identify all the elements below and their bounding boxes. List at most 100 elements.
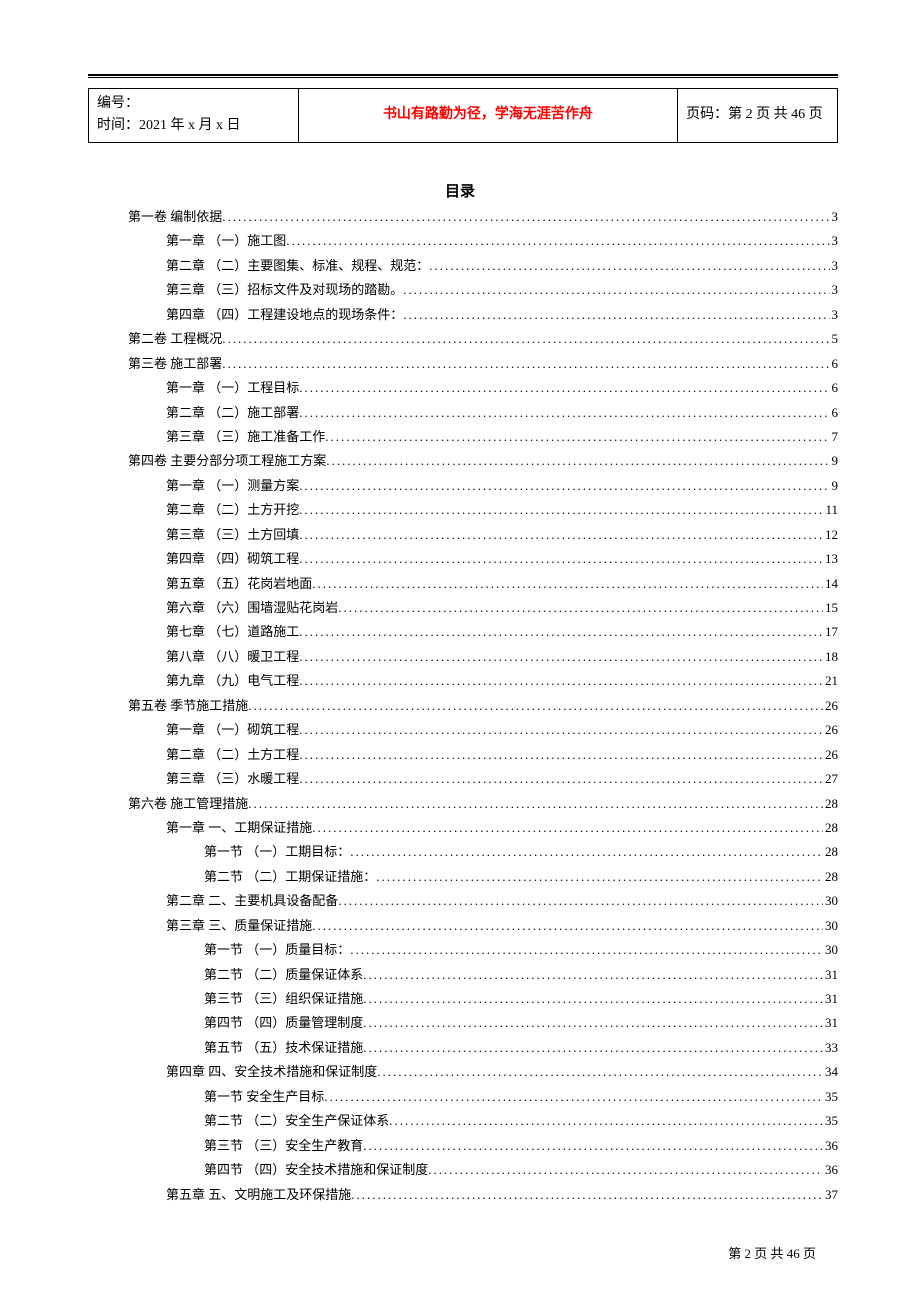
toc-leader-dots xyxy=(299,523,823,547)
toc-leader-dots xyxy=(377,1060,823,1084)
toc-row: 第四章 （四）砌筑工程13 xyxy=(128,547,838,571)
header-left-cell: 编号： 时间：2021 年 x 月 x 日 xyxy=(89,89,299,143)
toc-leader-dots xyxy=(299,669,823,693)
toc-row: 第九章 （九）电气工程21 xyxy=(128,669,838,693)
toc-entry-label: 第五卷 季节施工措施 xyxy=(128,694,248,718)
toc-row: 第三卷 施工部署6 xyxy=(128,352,838,376)
toc-entry-label: 第四章 四、安全技术措施和保证制度 xyxy=(166,1060,377,1084)
toc-entry-page: 30 xyxy=(823,938,838,962)
toc-entry-label: 第四卷 主要分部分项工程施工方案 xyxy=(128,449,326,473)
toc-leader-dots xyxy=(312,816,823,840)
toc-entry-page: 28 xyxy=(823,840,838,864)
toc-row: 第六卷 施工管理措施28 xyxy=(128,792,838,816)
toc-leader-dots xyxy=(350,938,823,962)
toc-entry-label: 第五章 五、文明施工及环保措施 xyxy=(166,1183,351,1207)
toc-row: 第三节 （三）组织保证措施31 xyxy=(128,987,838,1011)
toc-entry-page: 18 xyxy=(823,645,838,669)
toc-row: 第二章 （二）施工部署6 xyxy=(128,401,838,425)
toc-entry-label: 第二章 （二）主要图集、标准、规程、规范： xyxy=(166,254,429,278)
toc-row: 第二节 （二）安全生产保证体系35 xyxy=(128,1109,838,1133)
toc-row: 第二节 （二）工期保证措施： 28 xyxy=(128,865,838,889)
toc-entry-label: 第三卷 施工部署 xyxy=(128,352,222,376)
toc-row: 第二章 （二）土方工程26 xyxy=(128,743,838,767)
toc-entry-page: 35 xyxy=(823,1109,838,1133)
toc-entry-label: 第一章 （一）测量方案 xyxy=(166,474,299,498)
toc-entry-page: 5 xyxy=(830,327,839,351)
toc-row: 第六章 （六）围墙湿贴花岗岩15 xyxy=(128,596,838,620)
toc-leader-dots xyxy=(248,792,823,816)
toc-entry-page: 3 xyxy=(830,278,839,302)
toc-entry-page: 27 xyxy=(823,767,838,791)
toc-leader-dots xyxy=(403,303,829,327)
toc-entry-label: 第三节 （三）安全生产教育 xyxy=(204,1134,363,1158)
toc-leader-dots xyxy=(312,572,823,596)
toc-entry-page: 26 xyxy=(823,694,838,718)
toc-row: 第二节 （二）质量保证体系31 xyxy=(128,963,838,987)
toc-leader-dots xyxy=(299,401,829,425)
toc-row: 第一章 （一）施工图 3 xyxy=(128,229,838,253)
toc-row: 第二章 （二）主要图集、标准、规程、规范： 3 xyxy=(128,254,838,278)
toc-entry-label: 第五节 （五）技术保证措施 xyxy=(204,1036,363,1060)
toc-row: 第一节 （一）质量目标： 30 xyxy=(128,938,838,962)
toc-leader-dots xyxy=(248,694,823,718)
toc-row: 第二卷 工程概况5 xyxy=(128,327,838,351)
toc-entry-page: 17 xyxy=(823,620,838,644)
toc-entry-label: 第四节 （四）质量管理制度 xyxy=(204,1011,363,1035)
toc-entry-page: 26 xyxy=(823,743,838,767)
toc-entry-page: 36 xyxy=(823,1158,838,1182)
toc-entry-page: 31 xyxy=(823,987,838,1011)
toc-leader-dots xyxy=(350,840,823,864)
toc-leader-dots xyxy=(338,889,823,913)
toc-row: 第四节 （四）质量管理制度31 xyxy=(128,1011,838,1035)
toc-entry-label: 第三章 （三）土方回填 xyxy=(166,523,299,547)
toc-entry-page: 9 xyxy=(830,449,839,473)
toc-entry-label: 第一节 （一）工期目标： xyxy=(204,840,350,864)
toc-leader-dots xyxy=(403,278,829,302)
toc-row: 第四卷 主要分部分项工程施工方案 9 xyxy=(128,449,838,473)
toc-leader-dots xyxy=(428,1158,823,1182)
toc-entry-page: 30 xyxy=(823,914,838,938)
toc-entry-label: 第一章 （一）施工图 xyxy=(166,229,286,253)
toc-entry-label: 第一节 （一）质量目标： xyxy=(204,938,350,962)
toc-row: 第二章 （二）土方开挖11 xyxy=(128,498,838,522)
toc-entry-label: 第三章 三、质量保证措施 xyxy=(166,914,312,938)
toc-row: 第四章 （四）工程建设地点的现场条件：3 xyxy=(128,303,838,327)
toc-entry-page: 31 xyxy=(823,963,838,987)
toc-row: 第三节 （三）安全生产教育36 xyxy=(128,1134,838,1158)
toc-entry-label: 第三章 （三）招标文件及对现场的踏勘。 xyxy=(166,278,403,302)
header-box: 编号： 时间：2021 年 x 月 x 日 书山有路勤为径，学海无涯苦作舟 页码… xyxy=(88,88,838,143)
toc-entry-page: 6 xyxy=(830,401,839,425)
toc-row: 第一节 （一）工期目标： 28 xyxy=(128,840,838,864)
toc-row: 第三章 （三）土方回填12 xyxy=(128,523,838,547)
toc-entry-label: 第一节 安全生产目标 xyxy=(204,1085,324,1109)
toc-entry-label: 第九章 （九）电气工程 xyxy=(166,669,299,693)
toc-entry-page: 3 xyxy=(830,229,839,253)
toc-leader-dots xyxy=(299,620,823,644)
toc-leader-dots xyxy=(299,645,823,669)
toc-leader-dots xyxy=(324,1085,823,1109)
toc-entry-page: 28 xyxy=(823,816,838,840)
toc-entry-page: 11 xyxy=(823,498,838,522)
toc-entry-page: 28 xyxy=(823,865,838,889)
toc-entry-label: 第二节 （二）工期保证措施： xyxy=(204,865,376,889)
toc-entry-page: 15 xyxy=(823,596,838,620)
toc-entry-page: 6 xyxy=(830,376,839,400)
toc-entry-label: 第二章 二、主要机具设备配备 xyxy=(166,889,338,913)
toc-leader-dots xyxy=(363,987,823,1011)
toc-entry-label: 第四章 （四）砌筑工程 xyxy=(166,547,299,571)
toc-entry-label: 第六卷 施工管理措施 xyxy=(128,792,248,816)
toc-entry-label: 第一卷 编制依据 xyxy=(128,205,222,229)
page-footer: 第 2 页 共 46 页 xyxy=(728,1243,816,1262)
toc-leader-dots xyxy=(363,963,823,987)
toc-leader-dots xyxy=(222,327,829,351)
toc-row: 第一章 （一）工程目标6 xyxy=(128,376,838,400)
toc-leader-dots xyxy=(286,229,829,253)
toc-entry-page: 3 xyxy=(830,205,839,229)
toc-entry-page: 37 xyxy=(823,1183,838,1207)
toc-entry-page: 3 xyxy=(830,254,839,278)
toc-leader-dots xyxy=(312,914,823,938)
toc-row: 第二章 二、主要机具设备配备30 xyxy=(128,889,838,913)
header-rule xyxy=(88,74,838,78)
toc-leader-dots xyxy=(299,718,823,742)
toc-row: 第三章 （三）水暖工程27 xyxy=(128,767,838,791)
